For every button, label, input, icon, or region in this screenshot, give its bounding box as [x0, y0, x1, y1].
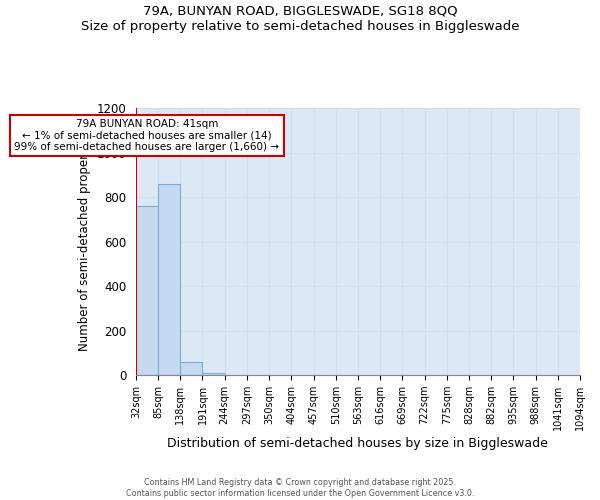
Bar	[202, 373, 224, 375]
Bar	[180, 362, 202, 375]
Bar	[158, 184, 180, 375]
Y-axis label: Number of semi-detached properties: Number of semi-detached properties	[78, 132, 91, 351]
X-axis label: Distribution of semi-detached houses by size in Biggleswade: Distribution of semi-detached houses by …	[167, 437, 548, 450]
Text: 79A BUNYAN ROAD: 41sqm
← 1% of semi-detached houses are smaller (14)
99% of semi: 79A BUNYAN ROAD: 41sqm ← 1% of semi-deta…	[14, 119, 280, 152]
Text: 79A, BUNYAN ROAD, BIGGLESWADE, SG18 8QQ
Size of property relative to semi-detach: 79A, BUNYAN ROAD, BIGGLESWADE, SG18 8QQ …	[81, 5, 519, 33]
Bar	[136, 206, 158, 375]
Text: Contains HM Land Registry data © Crown copyright and database right 2025.
Contai: Contains HM Land Registry data © Crown c…	[126, 478, 474, 498]
